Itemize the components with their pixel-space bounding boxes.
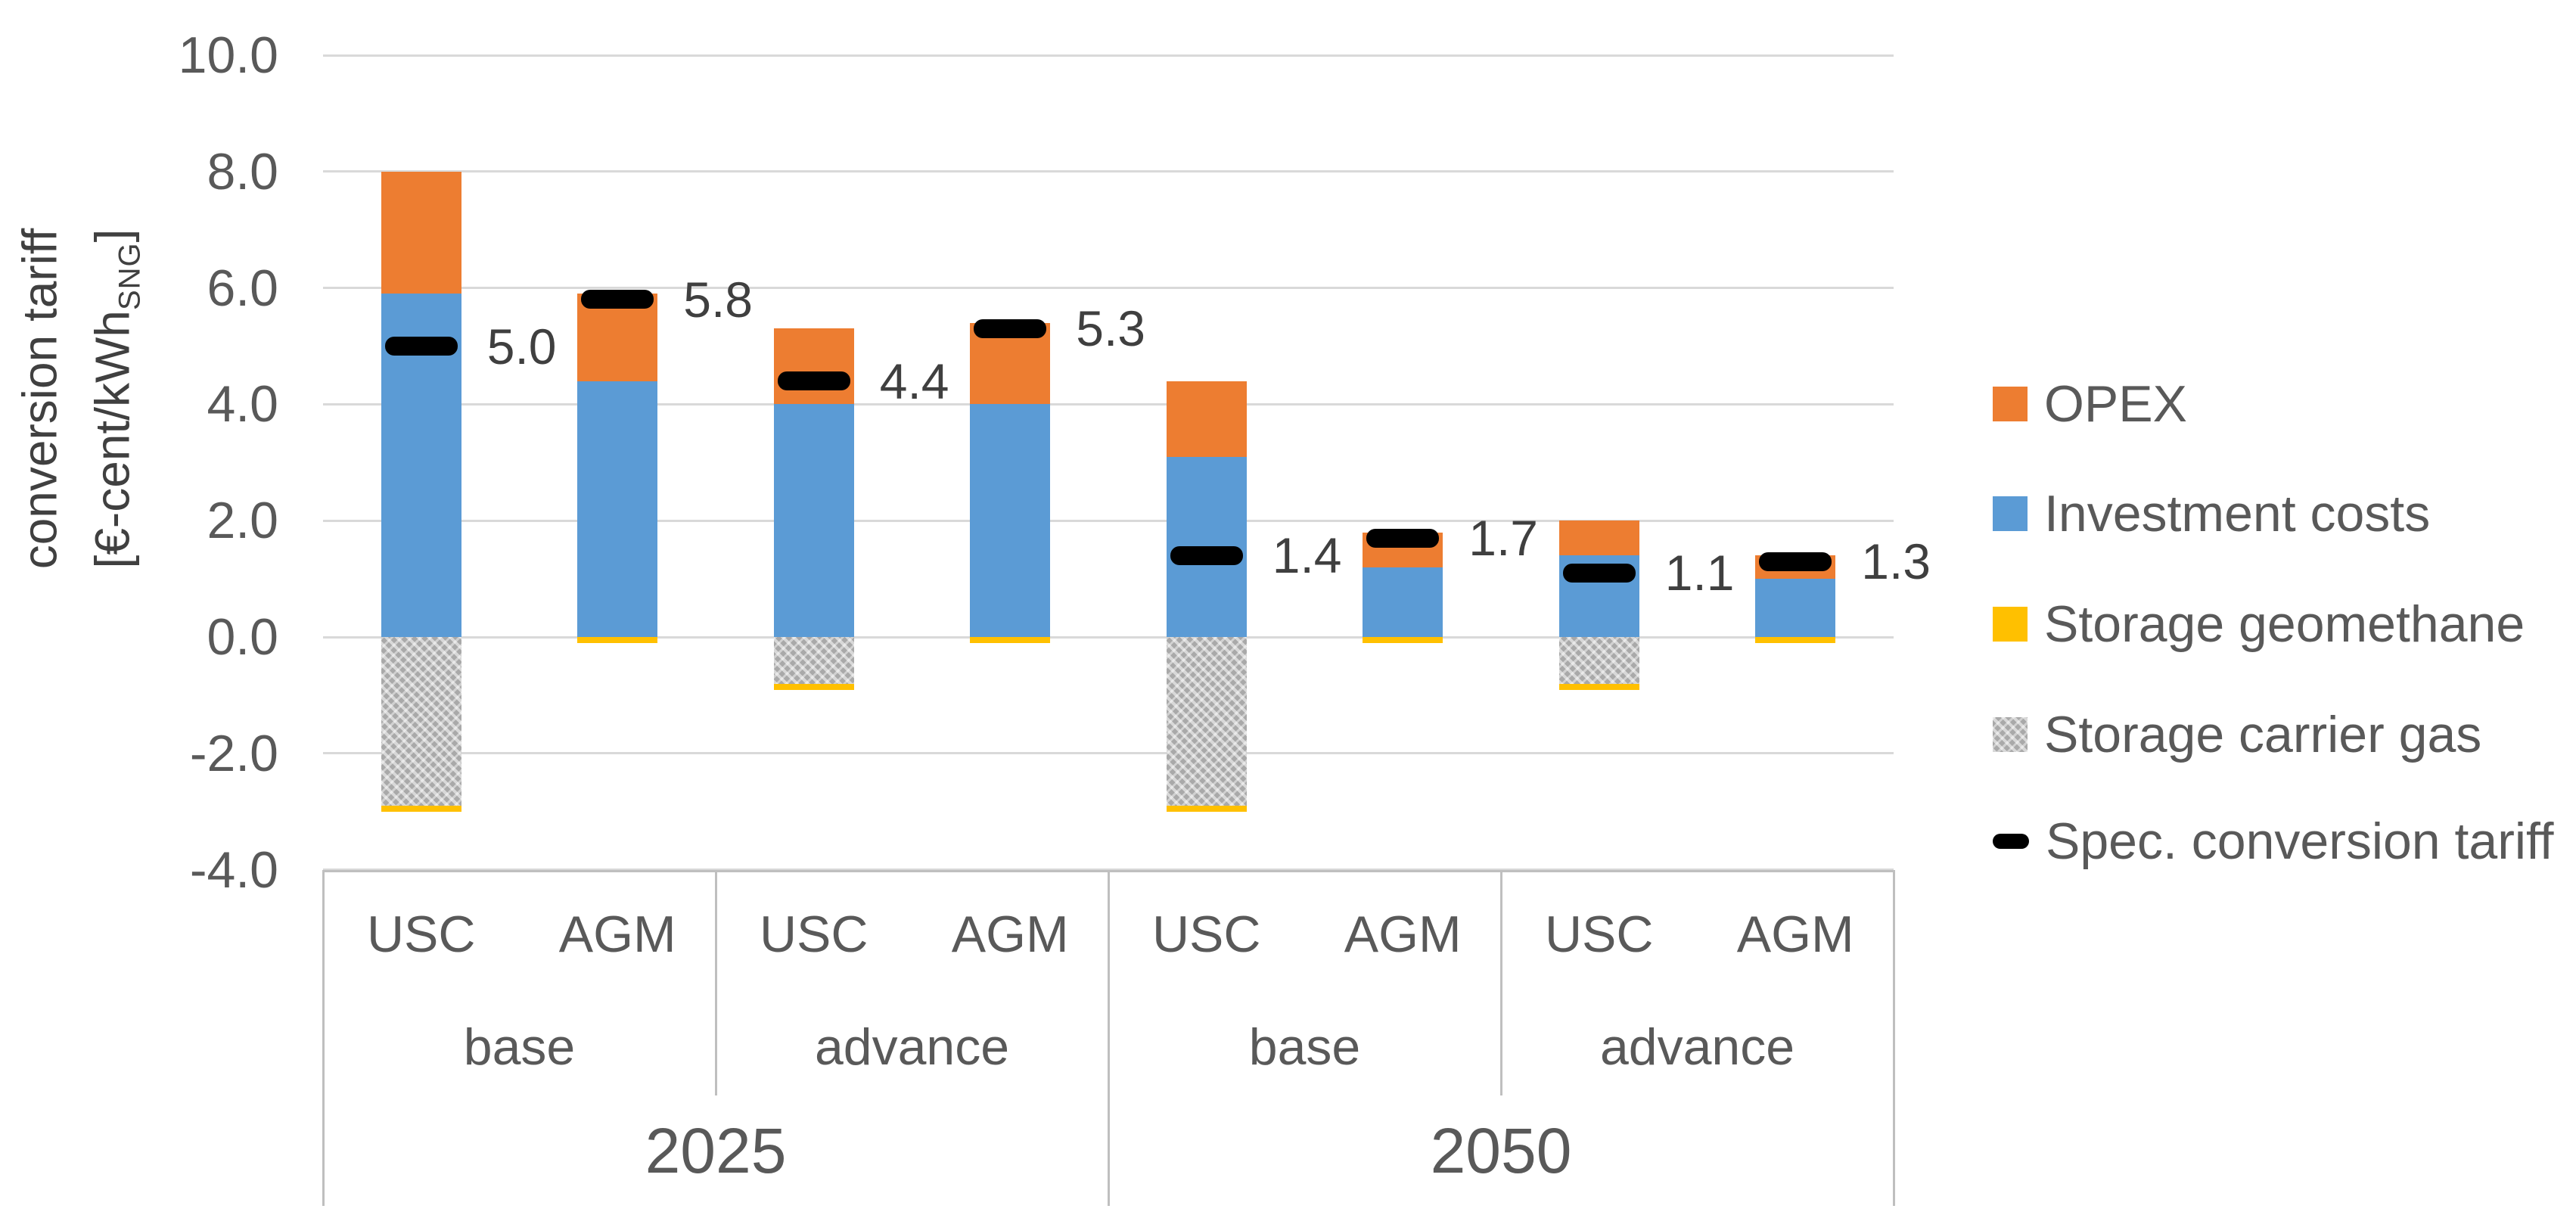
legend-swatch-investment-icon bbox=[1993, 496, 2028, 531]
y-tick-label: 4.0 bbox=[207, 375, 278, 433]
y-tick-label: 8.0 bbox=[207, 142, 278, 200]
gridline-y-0.0 bbox=[323, 635, 1894, 639]
legend-swatch-carrier_gas-icon bbox=[1993, 717, 2028, 752]
legend-label-opex: OPEX bbox=[2044, 375, 2187, 433]
category-tech-agm-5: AGM bbox=[1344, 906, 1462, 963]
category-group-base: base bbox=[463, 1018, 576, 1076]
category-year-2050: 2050 bbox=[1430, 1115, 1572, 1186]
bar-2025-base-AGM-investment-costs bbox=[577, 381, 658, 637]
category-tech-usc-6: USC bbox=[1544, 906, 1654, 963]
y-tick-label: -2.0 bbox=[189, 724, 278, 782]
legend-item-tariff_marker: Spec. conversion tariff bbox=[1993, 816, 2554, 867]
bar-2025-base-USC-storage-carrier-gas bbox=[381, 637, 461, 806]
category-tech-usc-4: USC bbox=[1151, 906, 1261, 963]
legend-item-carrier_gas: Storage carrier gas bbox=[1993, 709, 2481, 760]
bar-2025-base-USC-spec-conversion-tariff-marker bbox=[384, 337, 458, 356]
bar-2050-base-AGM-spec-conversion-tariff-marker bbox=[1366, 528, 1440, 548]
bar-2025-advance-USC-investment-costs bbox=[773, 404, 854, 637]
legend-label-tariff_marker: Spec. conversion tariff bbox=[2046, 813, 2554, 870]
bar-2050-advance-USC-storage-carrier-gas bbox=[1558, 637, 1639, 684]
category-tech-agm-3: AGM bbox=[951, 906, 1069, 963]
gridline-y-10.0 bbox=[323, 54, 1894, 57]
bar-2025-advance-USC-storage-geomethane bbox=[773, 683, 854, 690]
bar-2025-base-AGM-data-label: 5.8 bbox=[683, 271, 753, 328]
bar-2025-base-AGM-spec-conversion-tariff-marker bbox=[581, 290, 654, 309]
category-tech-agm-1: AGM bbox=[558, 906, 676, 963]
bar-2050-advance-AGM-storage-geomethane bbox=[1755, 637, 1836, 643]
y-tick-label: 10.0 bbox=[178, 26, 278, 84]
bar-2050-base-USC-opex bbox=[1166, 381, 1247, 457]
gridline-y-6.0 bbox=[323, 287, 1894, 290]
bar-2025-advance-USC-data-label: 4.4 bbox=[879, 353, 949, 409]
bar-2025-advance-USC-storage-carrier-gas bbox=[773, 637, 854, 684]
legend-label-geomethane: Storage geomethane bbox=[2044, 595, 2525, 653]
category-tech-usc-0: USC bbox=[366, 906, 476, 963]
y-tick-label: 0.0 bbox=[207, 608, 278, 666]
gridline-y--4.0 bbox=[323, 869, 1894, 872]
bar-2050-base-AGM-investment-costs bbox=[1363, 567, 1443, 637]
category-group-base: base bbox=[1248, 1018, 1361, 1076]
legend-label-investment: Investment costs bbox=[2044, 485, 2431, 542]
bar-2025-base-USC-opex bbox=[381, 171, 461, 294]
bar-2050-advance-AGM-spec-conversion-tariff-marker bbox=[1759, 552, 1832, 571]
legend-swatch-geomethane-icon bbox=[1993, 607, 2028, 642]
bar-2050-base-USC-storage-carrier-gas bbox=[1166, 637, 1247, 806]
category-year-2025: 2025 bbox=[645, 1115, 787, 1186]
bar-2050-base-USC-data-label: 1.4 bbox=[1272, 527, 1342, 584]
gridline-y-8.0 bbox=[323, 170, 1894, 173]
bar-2025-base-AGM-storage-geomethane bbox=[577, 637, 658, 643]
bar-2050-base-USC-storage-geomethane bbox=[1166, 806, 1247, 812]
bar-2050-advance-AGM-data-label: 1.3 bbox=[1861, 533, 1931, 590]
legend-swatch-opex-icon bbox=[1993, 387, 2028, 421]
bar-2050-base-USC-spec-conversion-tariff-marker bbox=[1170, 545, 1243, 565]
bar-2050-base-AGM-data-label: 1.7 bbox=[1468, 510, 1538, 567]
bar-2025-advance-AGM-investment-costs bbox=[970, 404, 1051, 637]
category-group-advance: advance bbox=[1599, 1018, 1795, 1076]
category-table-group-divider bbox=[714, 870, 717, 1095]
bar-2050-base-AGM-storage-geomethane bbox=[1363, 637, 1443, 643]
bar-2025-advance-AGM-spec-conversion-tariff-marker bbox=[974, 319, 1047, 338]
category-tech-usc-2: USC bbox=[759, 906, 869, 963]
y-tick-label: -4.0 bbox=[189, 841, 278, 899]
y-tick-label: 6.0 bbox=[207, 259, 278, 317]
category-tech-agm-7: AGM bbox=[1736, 906, 1854, 963]
bar-2050-advance-USC-storage-geomethane bbox=[1558, 683, 1639, 690]
bar-2050-advance-AGM-investment-costs bbox=[1755, 579, 1836, 637]
bar-2025-base-USC-storage-geomethane bbox=[381, 806, 461, 812]
bar-2025-advance-USC-spec-conversion-tariff-marker bbox=[777, 371, 850, 391]
legend-item-geomethane: Storage geomethane bbox=[1993, 598, 2525, 650]
bar-2050-advance-USC-data-label: 1.1 bbox=[1664, 545, 1735, 601]
bar-2025-advance-USC-opex bbox=[773, 328, 854, 405]
bar-2050-advance-USC-opex bbox=[1558, 520, 1639, 556]
legend-item-investment: Investment costs bbox=[1993, 488, 2430, 539]
gridline-y--2.0 bbox=[323, 752, 1894, 755]
gridline-y-4.0 bbox=[323, 402, 1894, 406]
legend-label-carrier_gas: Storage carrier gas bbox=[2044, 706, 2482, 763]
category-table-year-divider bbox=[1107, 870, 1110, 1206]
category-table-right-border bbox=[1892, 870, 1895, 1206]
category-table-group-divider bbox=[1499, 870, 1502, 1095]
bar-2025-advance-AGM-data-label: 5.3 bbox=[1076, 300, 1145, 357]
y-tick-label: 2.0 bbox=[207, 492, 278, 550]
gridline-y-2.0 bbox=[323, 519, 1894, 522]
legend-item-opex: OPEX bbox=[1993, 378, 2187, 430]
category-table-left-border bbox=[322, 870, 325, 1206]
bar-2050-advance-USC-spec-conversion-tariff-marker bbox=[1562, 563, 1636, 583]
bar-2025-base-USC-data-label: 5.0 bbox=[486, 318, 557, 374]
bar-2025-advance-AGM-storage-geomethane bbox=[970, 637, 1051, 643]
category-group-advance: advance bbox=[814, 1018, 1010, 1076]
legend-swatch-tariff_marker-icon bbox=[1993, 834, 2029, 849]
y-axis-title-line1: conversion tariff bbox=[12, 228, 67, 570]
